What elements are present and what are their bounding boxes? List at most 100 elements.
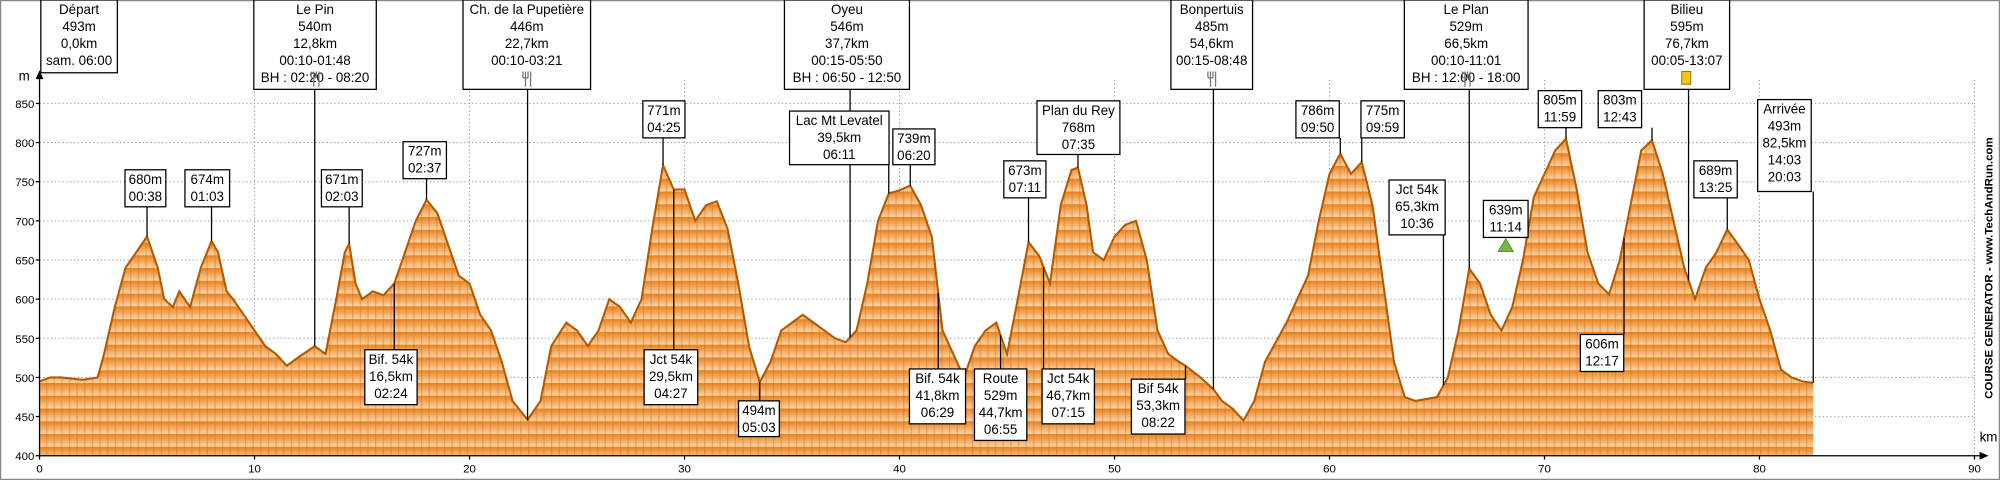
annotation-text: 29,5km xyxy=(649,369,693,384)
annotation-text: 595m xyxy=(1670,19,1703,34)
annotation-text: 786m xyxy=(1301,103,1334,118)
y-tick-label: 600 xyxy=(15,295,34,307)
x-axis-arrow xyxy=(1979,451,1989,460)
icon-fork xyxy=(522,71,532,87)
annotation-text: 20:03 xyxy=(1768,170,1801,185)
annotation: Bonpertuis 485m 54,6km 00:15-08:48 xyxy=(1170,0,1254,390)
annotation-text: 04:25 xyxy=(647,120,680,135)
annotation-text: 11:14 xyxy=(1490,219,1523,234)
annotation-text: 65,3km xyxy=(1395,199,1439,214)
annotation: 673m 07:11 xyxy=(1003,160,1047,242)
annotation-text: Bilieu xyxy=(1671,2,1704,17)
annotation-box xyxy=(1003,160,1047,199)
annotation-text: 08:22 xyxy=(1141,415,1174,430)
annotation-text: 41,8km xyxy=(916,388,960,403)
annotation-text: 12:17 xyxy=(1585,353,1618,368)
annotation-text: 54,6km xyxy=(1190,36,1234,51)
annotation-box xyxy=(1693,160,1738,199)
annotation: 786m 09:50 xyxy=(1295,100,1341,154)
annotation-text: 768m xyxy=(1062,120,1095,135)
annotation-box xyxy=(783,0,911,90)
annotation-text: 76,7km xyxy=(1665,36,1709,51)
annotation-box xyxy=(1482,199,1529,239)
annotation-text: 00:10-03:21 xyxy=(491,53,562,68)
y-tick-label: 550 xyxy=(15,334,34,346)
icon-beer xyxy=(1681,70,1692,85)
x-tick-label: 10 xyxy=(248,463,261,475)
annotation-text: 493m xyxy=(1768,119,1801,134)
annotation: Jct 54k 46,7km 07:15 xyxy=(1041,267,1096,425)
annotation-text: Arrivée xyxy=(1763,102,1805,117)
annotation-text: 546m xyxy=(830,19,863,34)
annotation: 671m 02:03 xyxy=(320,169,363,244)
annotation-text: Jct 54k xyxy=(1047,371,1090,386)
annotation-text: Le Plan xyxy=(1444,2,1489,17)
annotation-text: 37,7km xyxy=(825,36,869,51)
annotation-text: 727m xyxy=(408,144,441,159)
annotation-text: 10:36 xyxy=(1400,216,1433,231)
annotation-text: Jct 54k xyxy=(650,352,693,367)
annotation-text: Le Pin xyxy=(296,2,334,17)
annotation: Départ 493m 0,0km sam. 06:00 xyxy=(40,0,118,74)
annotation-text: 00:38 xyxy=(129,189,162,204)
annotation-box xyxy=(402,141,448,180)
annotation-box xyxy=(1537,90,1583,129)
annotation-text: Bif 54k xyxy=(1138,381,1179,396)
annotation: 689m 13:25 xyxy=(1693,160,1738,230)
annotation-text: Jct 54k xyxy=(1396,182,1439,197)
annotation-text: Départ xyxy=(59,2,99,17)
y-tick-label: 450 xyxy=(15,412,34,424)
annotation-text: Lac Mt Levatel xyxy=(796,113,883,128)
annotation-box xyxy=(40,0,118,74)
annotation-text: 639m xyxy=(1489,202,1522,217)
annotation: 805m 11:59 xyxy=(1537,90,1583,139)
annotation-box xyxy=(364,349,418,406)
annotation-text: Ch. de la Pupetière xyxy=(470,2,584,17)
x-tick-label: 30 xyxy=(678,463,691,475)
y-tick-label: 850 xyxy=(15,99,34,111)
x-tick-label: 70 xyxy=(1538,463,1551,475)
annotation-text: 00:10-11:01 xyxy=(1431,53,1501,68)
annotation-text: 05:03 xyxy=(742,420,775,435)
annotation: Bif. 54k 41,8km 06:29 xyxy=(908,292,967,425)
annotation-text: Bif. 54k xyxy=(369,352,414,367)
annotation-text: 00:15-05:50 xyxy=(811,53,882,68)
annotation-text: 02:37 xyxy=(408,161,441,176)
annotation-text: 671m xyxy=(325,172,358,187)
y-tick-label: 800 xyxy=(15,138,34,150)
annotation: Oyeu 546m 37,7km 00:15-05:50 BH : 06:50 - 12… xyxy=(783,0,911,338)
icon-fork xyxy=(310,71,320,87)
annotation-text: 606m xyxy=(1585,337,1618,352)
annotation: 727m 02:37 xyxy=(402,141,448,200)
annotation-text: Route xyxy=(983,371,1019,386)
y-tick-label: 750 xyxy=(15,177,34,189)
x-tick-label: 90 xyxy=(1968,463,1981,475)
y-axis-label: m xyxy=(19,68,30,83)
annotation: 771m 04:25 xyxy=(642,100,686,166)
annotation-box xyxy=(462,0,592,90)
annotation-box xyxy=(1403,0,1529,90)
y-tick-label: 400 xyxy=(15,451,34,463)
annotation-box xyxy=(1041,368,1096,425)
annotation: 680m 00:38 xyxy=(124,169,167,237)
annotation-box xyxy=(737,400,780,438)
annotation-text: 06:29 xyxy=(921,405,954,420)
annotation: Bif. 54k 16,5km 02:24 xyxy=(364,283,418,406)
icon-fork xyxy=(1207,71,1217,87)
annotation-text: 529m xyxy=(1449,19,1482,34)
icon-fork xyxy=(1461,71,1471,87)
annotation: 803m 12:43 xyxy=(1597,90,1653,141)
annotation: 739m 06:20 xyxy=(892,128,936,186)
annotation: 674m 01:03 xyxy=(184,169,231,242)
annotation: Bif 54k 53,3km 08:22 xyxy=(1130,365,1187,435)
annotation-text: 02:03 xyxy=(325,189,358,204)
y-axis-arrow xyxy=(35,70,44,80)
annotation-text: 46,7km xyxy=(1046,388,1090,403)
annotation-text: 16,5km xyxy=(369,369,413,384)
annotation: Jct 54k 65,3km 10:36 xyxy=(1388,179,1446,386)
annotation-text: 13:25 xyxy=(1699,180,1732,195)
